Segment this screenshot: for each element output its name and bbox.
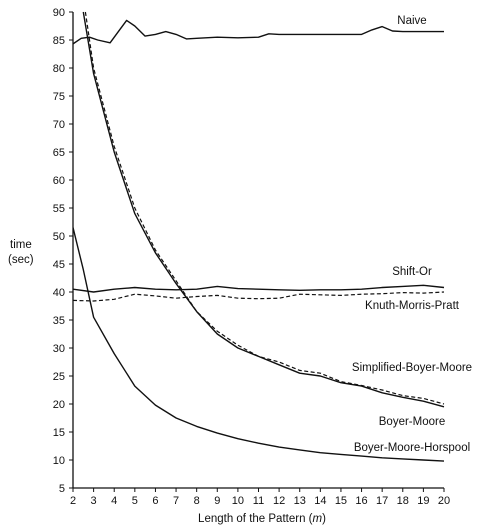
- series-line-simplified-boyer-moore: [84, 11, 445, 405]
- series-label-naive: Naive: [397, 15, 426, 27]
- y-axis-title-line2: (sec): [8, 254, 34, 266]
- x-tick-label: 14: [314, 495, 326, 507]
- series-line-boyer-moore-horspool: [73, 227, 445, 462]
- x-tick-label: 9: [214, 495, 220, 507]
- series-label-shift-or: Shift-Or: [392, 266, 432, 278]
- x-axis-title-before: Length of the Pattern (: [198, 513, 313, 525]
- x-tick-label: 4: [111, 495, 117, 507]
- series-line-naive: [73, 19, 444, 45]
- series-label-simplified-boyer-moore: Simplified-Boyer-Moore: [352, 362, 472, 374]
- y-tick-label: 80: [53, 63, 65, 75]
- y-tick-label: 30: [53, 343, 65, 355]
- y-tick-label: 5: [59, 483, 65, 495]
- series-layer: [73, 11, 445, 462]
- y-tick-label: 75: [53, 91, 65, 103]
- x-tick-label: 3: [91, 495, 97, 507]
- x-tick-label: 2: [70, 495, 76, 507]
- x-tick-label: 13: [294, 495, 306, 507]
- x-tick-label: 7: [173, 495, 179, 507]
- x-tick-label: 15: [335, 495, 347, 507]
- y-tick-label: 50: [53, 231, 65, 243]
- series-label-boyer-moore: Boyer-Moore: [379, 416, 445, 428]
- y-tick-label: 65: [53, 147, 65, 159]
- y-tick-label: 40: [53, 287, 65, 299]
- y-tick-label: 25: [53, 371, 65, 383]
- x-axis-title-italic: m: [313, 513, 323, 525]
- x-axis-title-after: ): [322, 513, 326, 525]
- x-tick-label: 8: [194, 495, 200, 507]
- x-tick-label: 12: [273, 495, 285, 507]
- x-tick-label: 6: [152, 495, 158, 507]
- y-tick-label: 60: [53, 175, 65, 187]
- y-tick-label: 45: [53, 259, 65, 271]
- x-tick-label: 19: [417, 495, 429, 507]
- x-axis-title: Length of the Pattern (m): [198, 513, 326, 525]
- x-tick-label: 16: [355, 495, 367, 507]
- y-tick-label: 35: [53, 315, 65, 327]
- y-tick-label: 55: [53, 203, 65, 215]
- y-tick-label: 85: [53, 35, 65, 47]
- series-line-boyer-moore: [82, 11, 445, 408]
- x-tick-label: 20: [438, 495, 450, 507]
- series-label-boyer-moore-horspool: Boyer-Moore-Horspool: [354, 442, 470, 454]
- x-tick-label: 18: [397, 495, 409, 507]
- y-tick-label: 10: [53, 455, 65, 467]
- y-tick-label: 90: [53, 7, 65, 19]
- x-tick-label: 11: [253, 495, 264, 507]
- y-tick-label: 20: [53, 399, 65, 411]
- x-tick-label: 17: [376, 495, 388, 507]
- y-tick-label: 15: [53, 427, 65, 439]
- labels-layer: Naive Shift-Or Knuth-Morris-Pratt Simplifie…: [352, 15, 472, 454]
- y-axis-title-line1: time: [10, 239, 32, 251]
- series-line-shift-or: [73, 284, 445, 293]
- x-tick-label: 5: [132, 495, 138, 507]
- x-tick-label: 10: [232, 495, 244, 507]
- series-label-knuth-morris-pratt: Knuth-Morris-Pratt: [365, 300, 460, 312]
- y-tick-label: 70: [53, 119, 65, 131]
